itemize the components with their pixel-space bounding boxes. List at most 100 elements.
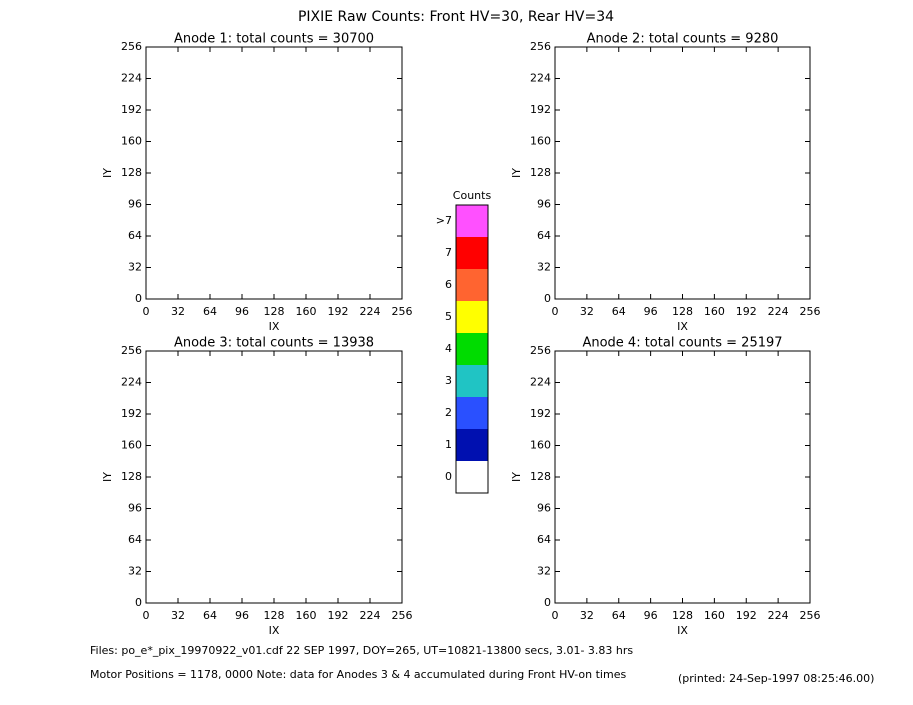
x-tick-label: 256 bbox=[800, 609, 821, 622]
x-tick-label: 0 bbox=[143, 305, 150, 318]
y-tick-label: 0 bbox=[544, 596, 551, 609]
colorbar-frame bbox=[455, 204, 489, 494]
colorbar-label: >7 bbox=[436, 214, 452, 227]
y-tick-label: 160 bbox=[121, 135, 142, 148]
x-tick-label: 64 bbox=[612, 305, 626, 318]
x-tick-label: 96 bbox=[235, 305, 249, 318]
y-tick-label: 160 bbox=[530, 135, 551, 148]
figure-title: PIXIE Raw Counts: Front HV=30, Rear HV=3… bbox=[298, 9, 614, 25]
x-tick-label: 128 bbox=[264, 305, 285, 318]
x-tick-label: 160 bbox=[704, 609, 725, 622]
y-tick-label: 256 bbox=[121, 344, 142, 357]
y-tick-label: 256 bbox=[530, 344, 551, 357]
footer-motor: Motor Positions = 1178, 0000 Note: data … bbox=[90, 668, 626, 681]
colorbar-title: Counts bbox=[453, 189, 492, 202]
y-tick-label: 128 bbox=[121, 470, 142, 483]
x-tick-label: 192 bbox=[736, 305, 757, 318]
colorbar-swatch bbox=[456, 397, 488, 429]
y-tick-label: 128 bbox=[530, 470, 551, 483]
y-tick-label: 160 bbox=[530, 439, 551, 452]
x-axis-label: IX bbox=[269, 320, 280, 333]
y-tick-label: 192 bbox=[121, 407, 142, 420]
y-axis-label: IY bbox=[101, 472, 114, 482]
x-tick-label: 0 bbox=[143, 609, 150, 622]
x-tick-label: 192 bbox=[328, 305, 349, 318]
y-tick-label: 32 bbox=[537, 261, 551, 274]
x-axis-label: IX bbox=[677, 320, 688, 333]
panel-title: Anode 4: total counts = 25197 bbox=[582, 336, 782, 351]
y-tick-label: 192 bbox=[121, 103, 142, 116]
colorbar-swatch bbox=[456, 461, 488, 493]
y-tick-label: 96 bbox=[537, 502, 551, 515]
x-tick-label: 160 bbox=[296, 305, 317, 318]
x-tick-label: 160 bbox=[704, 305, 725, 318]
x-tick-label: 96 bbox=[644, 305, 658, 318]
x-tick-label: 128 bbox=[672, 609, 693, 622]
y-tick-label: 0 bbox=[135, 596, 142, 609]
y-tick-label: 64 bbox=[128, 229, 142, 242]
y-tick-label: 32 bbox=[128, 261, 142, 274]
x-tick-label: 256 bbox=[392, 305, 413, 318]
panel-title: Anode 2: total counts = 9280 bbox=[587, 32, 779, 47]
colorbar-label: 5 bbox=[445, 310, 452, 323]
y-tick-label: 32 bbox=[128, 565, 142, 578]
colorbar-label: 7 bbox=[445, 246, 452, 259]
x-tick-label: 32 bbox=[580, 609, 594, 622]
x-axis-label: IX bbox=[677, 624, 688, 637]
y-tick-label: 192 bbox=[530, 103, 551, 116]
y-tick-label: 64 bbox=[128, 533, 142, 546]
y-tick-label: 64 bbox=[537, 229, 551, 242]
y-tick-label: 96 bbox=[537, 198, 551, 211]
x-tick-label: 32 bbox=[580, 305, 594, 318]
x-tick-label: 128 bbox=[672, 305, 693, 318]
colorbar-swatch bbox=[456, 205, 488, 237]
x-tick-label: 32 bbox=[171, 609, 185, 622]
colorbar-swatch bbox=[456, 237, 488, 269]
x-tick-label: 64 bbox=[203, 609, 217, 622]
panel-title: Anode 3: total counts = 13938 bbox=[174, 336, 374, 351]
colorbar-swatch bbox=[456, 429, 488, 461]
y-tick-label: 96 bbox=[128, 198, 142, 211]
y-axis-label: IY bbox=[510, 168, 523, 178]
x-tick-label: 224 bbox=[768, 305, 789, 318]
panel-title: Anode 1: total counts = 30700 bbox=[174, 32, 374, 47]
plot-area bbox=[554, 350, 811, 604]
x-tick-label: 96 bbox=[235, 609, 249, 622]
x-tick-label: 160 bbox=[296, 609, 317, 622]
x-tick-label: 256 bbox=[392, 609, 413, 622]
y-tick-label: 0 bbox=[544, 292, 551, 305]
colorbar-swatch bbox=[456, 301, 488, 333]
footer-printed: (printed: 24-Sep-1997 08:25:46.00) bbox=[678, 672, 874, 685]
plot-area bbox=[554, 46, 811, 300]
y-tick-label: 128 bbox=[121, 166, 142, 179]
x-tick-label: 224 bbox=[768, 609, 789, 622]
colorbar-label: 6 bbox=[445, 278, 452, 291]
y-tick-label: 256 bbox=[121, 40, 142, 53]
y-axis-label: IY bbox=[510, 472, 523, 482]
x-tick-label: 256 bbox=[800, 305, 821, 318]
colorbar-label: 2 bbox=[445, 406, 452, 419]
x-tick-label: 64 bbox=[203, 305, 217, 318]
x-tick-label: 96 bbox=[644, 609, 658, 622]
y-tick-label: 96 bbox=[128, 502, 142, 515]
plot-area bbox=[145, 350, 403, 604]
y-tick-label: 192 bbox=[530, 407, 551, 420]
y-tick-label: 0 bbox=[135, 292, 142, 305]
colorbar-label: 0 bbox=[445, 470, 452, 483]
x-tick-label: 0 bbox=[552, 609, 559, 622]
x-tick-label: 0 bbox=[552, 305, 559, 318]
x-tick-label: 128 bbox=[264, 609, 285, 622]
colorbar-swatch bbox=[456, 365, 488, 397]
y-tick-label: 224 bbox=[530, 376, 551, 389]
x-tick-label: 32 bbox=[171, 305, 185, 318]
y-tick-label: 160 bbox=[121, 439, 142, 452]
colorbar-label: 4 bbox=[445, 342, 452, 355]
x-tick-label: 224 bbox=[360, 305, 381, 318]
x-axis-label: IX bbox=[269, 624, 280, 637]
y-tick-label: 256 bbox=[530, 40, 551, 53]
plot-area bbox=[145, 46, 403, 300]
x-tick-label: 224 bbox=[360, 609, 381, 622]
x-tick-label: 192 bbox=[736, 609, 757, 622]
colorbar-label: 3 bbox=[445, 374, 452, 387]
